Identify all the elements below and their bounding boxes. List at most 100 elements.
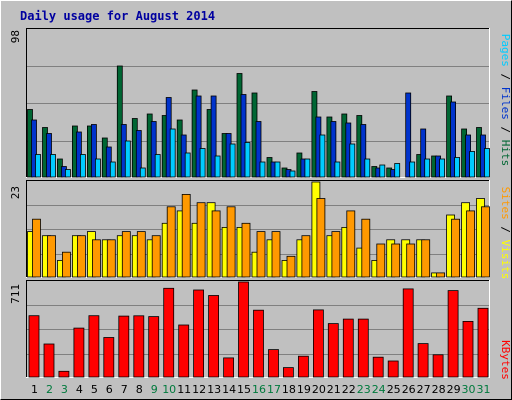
bar-sites-day-8 [136,231,146,278]
bar-sites-day-12 [196,202,206,278]
hits-files-pages-right-label: Pages / Files / Hits [499,34,512,167]
visits-sites-right-label-part-2: Visits [499,240,512,280]
x-tick-label-22: 22 [342,383,356,396]
x-tick-label-1: 1 [31,383,38,396]
bar-sites-day-2 [47,235,56,278]
bar-kbytes-day-13 [208,295,220,378]
bar-kbytes-day-31 [477,307,489,378]
bar-kbytes-day-18 [282,367,294,378]
bar-pages-day-6 [109,161,116,178]
bar-pages-day-18 [289,170,296,178]
bar-kbytes-day-17 [268,349,279,378]
bar-sites-day-5 [92,239,101,278]
bar-pages-day-16 [259,161,266,178]
kbytes-max-label: 711 [9,284,22,304]
x-tick-label-28: 28 [432,383,446,396]
bar-sites-day-30 [466,210,476,278]
bar-files-day-15 [240,94,247,178]
hits-files-pages-right-label-part-2: Files [499,87,512,120]
x-tick-label-27: 27 [417,383,431,396]
bar-kbytes-day-6 [103,337,115,378]
bar-sites-day-18 [286,255,296,278]
bar-kbytes-day-25 [387,360,399,378]
visits-sites-right-label-part-1: / [499,220,512,240]
visits-sites-max-label: 23 [9,186,22,199]
x-tick-label-6: 6 [106,383,113,396]
bar-files-day-27 [420,128,427,178]
bar-sites-day-27 [421,239,431,278]
x-tick-label-25: 25 [387,383,401,396]
bar-pages-day-28 [439,158,446,178]
bar-sites-day-20 [316,198,326,278]
bar-kbytes-day-19 [297,355,309,378]
x-tick-label-20: 20 [312,383,326,396]
x-tick-label-10: 10 [162,383,176,396]
hits-files-pages-right-label-part-3: / [499,120,512,140]
bar-kbytes-day-14 [223,357,235,378]
bar-pages-day-1 [35,154,41,178]
bar-sites-day-29 [451,218,461,278]
bar-pages-day-30 [469,151,476,178]
bar-sites-day-1 [32,218,41,278]
x-tick-label-26: 26 [402,383,416,396]
bar-hits-day-7 [116,65,123,178]
bar-files-day-5 [91,124,97,178]
bar-pages-day-8 [139,167,146,178]
bar-kbytes-day-28 [432,354,444,378]
bar-kbytes-day-21 [327,323,339,378]
bar-kbytes-day-4 [73,327,85,378]
bar-kbytes-day-11 [178,324,190,378]
bar-sites-day-15 [241,222,251,278]
x-tick-label-18: 18 [282,383,296,396]
bar-files-day-21 [330,121,337,178]
bar-pages-day-29 [454,157,461,178]
bar-files-day-29 [450,101,457,178]
x-tick-label-17: 17 [267,383,281,396]
bar-pages-day-24 [379,164,386,178]
bar-kbytes-day-2 [43,343,55,378]
x-tick-label-31: 31 [477,383,491,396]
bar-kbytes-day-7 [118,315,130,378]
bar-files-day-16 [255,121,262,178]
x-tick-label-9: 9 [151,383,158,396]
bar-pages-day-26 [409,161,416,178]
x-tick-label-24: 24 [372,383,386,396]
bar-kbytes-day-26 [402,288,414,378]
bar-pages-day-4 [80,154,86,178]
bar-kbytes-day-29 [447,290,459,378]
bar-files-day-8 [135,130,142,178]
bar-pages-day-11 [184,152,191,178]
bar-pages-day-15 [244,142,251,178]
bar-kbytes-day-15 [238,281,249,378]
bar-files-day-26 [405,92,412,178]
bar-kbytes-day-8 [133,315,145,378]
bar-kbytes-day-1 [28,315,40,378]
bar-kbytes-day-22 [342,318,354,378]
x-tick-label-2: 2 [46,383,53,396]
x-tick-label-8: 8 [136,383,143,396]
bar-pages-day-27 [424,158,431,178]
chart-title: Daily usage for August 2014 [20,9,215,23]
bar-pages-day-12 [199,148,206,178]
x-tick-label-5: 5 [91,383,98,396]
bar-pages-day-31 [484,148,490,178]
x-tick-label-29: 29 [447,383,461,396]
bar-pages-day-2 [50,154,56,178]
bar-sites-day-23 [361,218,371,278]
bar-sites-day-21 [331,231,341,278]
bar-sites-day-31 [481,206,490,278]
kbytes-right-label-part-0: KBytes [499,340,512,380]
bar-pages-day-5 [95,158,101,178]
x-tick-label-12: 12 [192,383,206,396]
bar-sites-day-24 [376,243,386,278]
x-tick-label-7: 7 [121,383,128,396]
bar-pages-day-25 [394,163,401,178]
x-tick-label-13: 13 [207,383,221,396]
visits-sites-right-label-part-0: Sites [499,187,512,220]
bar-files-day-23 [360,124,367,178]
x-tick-label-4: 4 [76,383,83,396]
bar-sites-day-14 [226,206,236,278]
bar-files-day-9 [150,121,157,178]
